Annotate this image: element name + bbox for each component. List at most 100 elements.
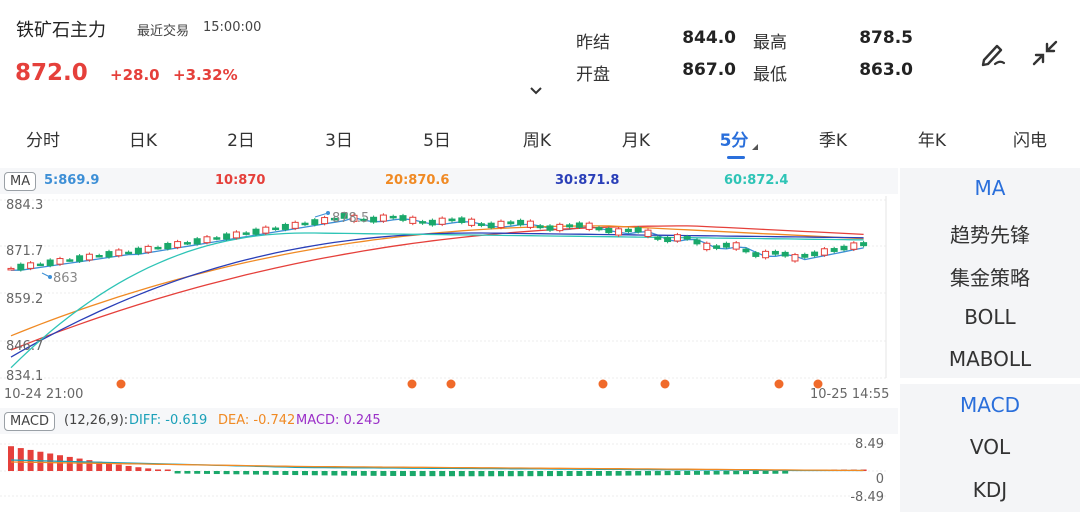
pen-icon[interactable] (978, 38, 1008, 68)
macd-indicator-badge[interactable]: MACD (4, 412, 55, 431)
candle-body (605, 227, 613, 234)
y-tick-3: 859.2 (6, 292, 44, 307)
time-axis-end: 10-25 14:55 (810, 387, 890, 402)
tab-3-day[interactable]: 3日 (325, 131, 353, 151)
prev-settle-label: 昨结 (576, 33, 610, 53)
candle-body (801, 253, 809, 258)
period-dropdown-caret[interactable] (752, 144, 758, 150)
macd-bar (370, 471, 377, 476)
macd-bar (243, 471, 250, 475)
macd-bar (743, 471, 749, 475)
macd-legend-bar (0, 408, 898, 434)
ma10-line (10, 225, 864, 351)
candle-body (634, 227, 642, 233)
macd-bar (145, 468, 152, 471)
collapse-icon[interactable] (1030, 38, 1060, 68)
tab-daily-k[interactable]: 日K (128, 131, 158, 151)
candle-body (46, 259, 54, 266)
tab-quarterly-k[interactable]: 季K (818, 131, 848, 151)
time-axis-start: 10-24 21:00 (4, 387, 84, 402)
tab-5-min[interactable]: 5分 (719, 131, 749, 151)
macd-bar (556, 471, 563, 477)
candle-body (389, 215, 397, 219)
indicator-macd[interactable]: MACD (960, 393, 1020, 417)
kline-chart[interactable]: 878.5 863 (0, 0, 898, 512)
candle-body (693, 239, 701, 245)
macd-bar (645, 471, 651, 476)
macd-bar (204, 471, 210, 474)
indicator-trend-pioneer[interactable]: 趋势先锋 (950, 223, 1030, 247)
macd-bar (135, 467, 142, 471)
indicator-boll[interactable]: BOLL (964, 305, 1016, 329)
tab-5-day[interactable]: 5日 (423, 131, 451, 151)
macd-bar (782, 471, 789, 474)
macd-diff-value: DIFF: -0.619 (129, 413, 208, 428)
candle-body (193, 238, 201, 245)
macd-bar (752, 471, 759, 475)
macd-bar (262, 471, 269, 475)
macd-bar (596, 471, 602, 476)
candle-body (76, 255, 84, 262)
ma60-value: 60:872.4 (724, 173, 789, 188)
candle-body (311, 219, 319, 226)
macd-bar (66, 456, 73, 471)
macd-bar (439, 471, 446, 477)
low-label: 最低 (753, 65, 787, 85)
macd-bar (762, 471, 769, 474)
candle-body (771, 250, 779, 255)
macd-bar (321, 471, 328, 476)
tab-flash[interactable]: 闪电 (1013, 131, 1047, 151)
macd-bar (664, 471, 671, 476)
candle-body (262, 226, 270, 234)
indicator-vol[interactable]: VOL (969, 435, 1011, 459)
macd-bar (351, 471, 357, 476)
last-price: 872.0 (15, 60, 88, 86)
high-value: 878.5 (859, 28, 913, 48)
tab-2-day[interactable]: 2日 (227, 131, 255, 151)
candle-body (840, 245, 848, 251)
candle-body (154, 246, 162, 250)
candle-body (370, 216, 378, 223)
high-marker-label: 878.5 (332, 211, 369, 226)
tab-weekly-k[interactable]: 周K (522, 131, 552, 151)
indicator-ma[interactable]: MA (974, 176, 1006, 200)
candle-body (105, 251, 113, 258)
indicator-kdj[interactable]: KDJ (972, 478, 1008, 502)
candle-body (350, 214, 358, 222)
candle-body (546, 225, 554, 231)
candle-body (125, 251, 133, 255)
indicator-gold-strategy[interactable]: 集金策略 (950, 266, 1030, 290)
candle-body (428, 219, 436, 226)
macd-bar (253, 471, 259, 475)
candle-body (85, 253, 93, 261)
macd-bar (125, 465, 132, 471)
macd-bar (341, 471, 348, 476)
ma-indicator-badge[interactable]: MA (4, 172, 37, 191)
candle-body (517, 219, 525, 226)
main-indicator-panel (900, 168, 1080, 378)
candle-body (497, 220, 505, 228)
tab-intraday[interactable]: 分时 (26, 131, 60, 151)
event-marker (774, 379, 784, 389)
ma10-value: 10:870 (215, 173, 266, 188)
candle-body (409, 216, 417, 224)
candle-body (291, 221, 299, 229)
tab-monthly-k[interactable]: 月K (621, 131, 651, 151)
indicator-maboll[interactable]: MABOLL (948, 347, 1032, 371)
candle-body (624, 228, 632, 233)
chevron-down-icon[interactable] (529, 86, 543, 96)
y-tick-2: 871.7 (6, 244, 44, 259)
macd-bar (625, 471, 632, 476)
candle-body (321, 217, 329, 225)
macd-bar (302, 471, 308, 476)
macd-bar (468, 471, 475, 477)
candle-body (95, 255, 103, 258)
candle-body (644, 229, 652, 237)
candle-body (752, 252, 760, 257)
macd-bar (311, 471, 318, 476)
macd-bar (164, 469, 171, 471)
open-value: 867.0 (682, 60, 736, 80)
tab-yearly-k[interactable]: 年K (917, 131, 947, 151)
macd-bar (419, 471, 426, 477)
macd-params: (12,26,9): (64, 413, 129, 428)
